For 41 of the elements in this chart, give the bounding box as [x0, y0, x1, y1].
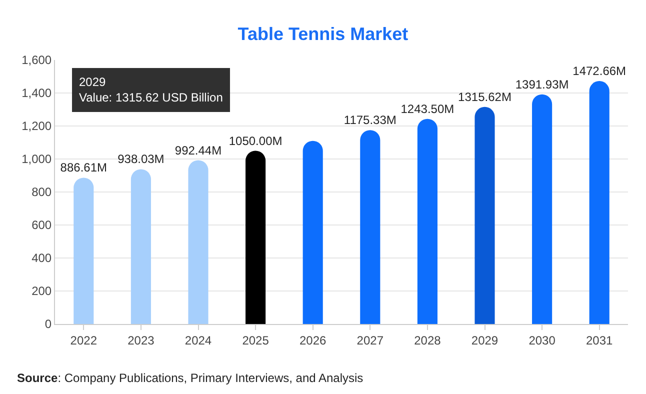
y-tick-label: 1,200: [22, 119, 52, 134]
x-tick-label: 2023: [128, 333, 155, 348]
bar: [417, 118, 438, 324]
bar: [188, 160, 208, 324]
bar: [74, 178, 94, 324]
x-tick-label: 2027: [356, 333, 384, 348]
bar: [474, 106, 495, 324]
x-tick-label: 2029: [471, 333, 498, 348]
bar: [532, 94, 552, 324]
bar: [589, 81, 610, 324]
bar: [360, 130, 380, 324]
data-label: 1175.33M: [344, 113, 396, 128]
y-tick-label: 0: [44, 317, 52, 332]
x-tick-label: 2022: [70, 333, 98, 348]
bar: [246, 150, 266, 324]
y-tick-label: 1,600: [22, 53, 52, 68]
y-tick-label: 400: [32, 251, 52, 266]
annotation: 2029 Value: 1315.62 USD Billion: [79, 75, 223, 105]
data-label: 992.44M: [174, 143, 222, 158]
y-tick-label: 200: [32, 284, 52, 298]
y-tick-label: 800: [32, 185, 52, 200]
bar: [130, 169, 151, 324]
data-label: 1050.00M: [228, 134, 282, 148]
data-label: 938.03M: [118, 152, 164, 166]
x-tick-label: 2026: [300, 333, 327, 348]
chart-title: Table Tennis Market: [238, 24, 408, 44]
data-label: 1315.62M: [458, 90, 512, 104]
data-label: 1243.50M: [400, 102, 454, 116]
x-tick-label: 2025: [242, 333, 270, 348]
x-tick-label: 2028: [414, 333, 442, 348]
source-note: Source: Company Publications, Primary Interviews, and Analysis: [17, 371, 364, 385]
bar: [302, 140, 323, 324]
y-tick-label: 600: [32, 218, 52, 232]
data-label: 1391.93M: [515, 77, 569, 92]
x-tick-label: 2030: [528, 333, 556, 348]
y-tick-label: 1,400: [22, 86, 52, 100]
y-tick-label: 1,000: [22, 152, 52, 166]
x-tick-label: 2024: [184, 333, 212, 348]
x-tick-label: 2031: [586, 333, 614, 348]
data-label: 1472.66M: [572, 64, 626, 78]
data-label: 886.61M: [60, 160, 107, 175]
